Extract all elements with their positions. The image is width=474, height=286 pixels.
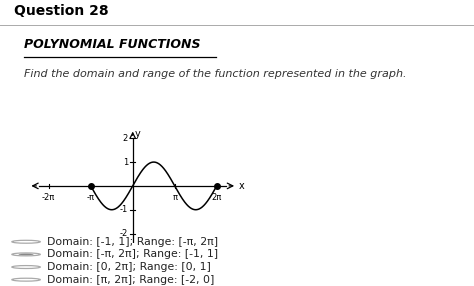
- Text: POLYNOMIAL FUNCTIONS: POLYNOMIAL FUNCTIONS: [24, 38, 200, 51]
- Text: -2: -2: [120, 229, 128, 238]
- Text: -2π: -2π: [42, 192, 55, 202]
- Text: 1: 1: [123, 158, 128, 166]
- Text: y: y: [135, 129, 141, 139]
- Text: x: x: [238, 181, 244, 191]
- Text: Domain: [-π, 2π]; Range: [-1, 1]: Domain: [-π, 2π]; Range: [-1, 1]: [47, 249, 219, 259]
- Text: Domain: [0, 2π]; Range: [0, 1]: Domain: [0, 2π]; Range: [0, 1]: [47, 262, 211, 272]
- Text: -π: -π: [87, 192, 95, 202]
- Circle shape: [18, 254, 34, 255]
- Text: 2: 2: [123, 134, 128, 143]
- Text: -1: -1: [120, 205, 128, 214]
- Text: Domain: [π, 2π]; Range: [-2, 0]: Domain: [π, 2π]; Range: [-2, 0]: [47, 275, 215, 285]
- Text: 2π: 2π: [211, 192, 222, 202]
- Text: Domain: [-1, 1]; Range: [-π, 2π]: Domain: [-1, 1]; Range: [-π, 2π]: [47, 237, 219, 247]
- Text: Question 28: Question 28: [14, 4, 109, 18]
- Text: π: π: [172, 192, 177, 202]
- Text: Find the domain and range of the function represented in the graph.: Find the domain and range of the functio…: [24, 69, 406, 79]
